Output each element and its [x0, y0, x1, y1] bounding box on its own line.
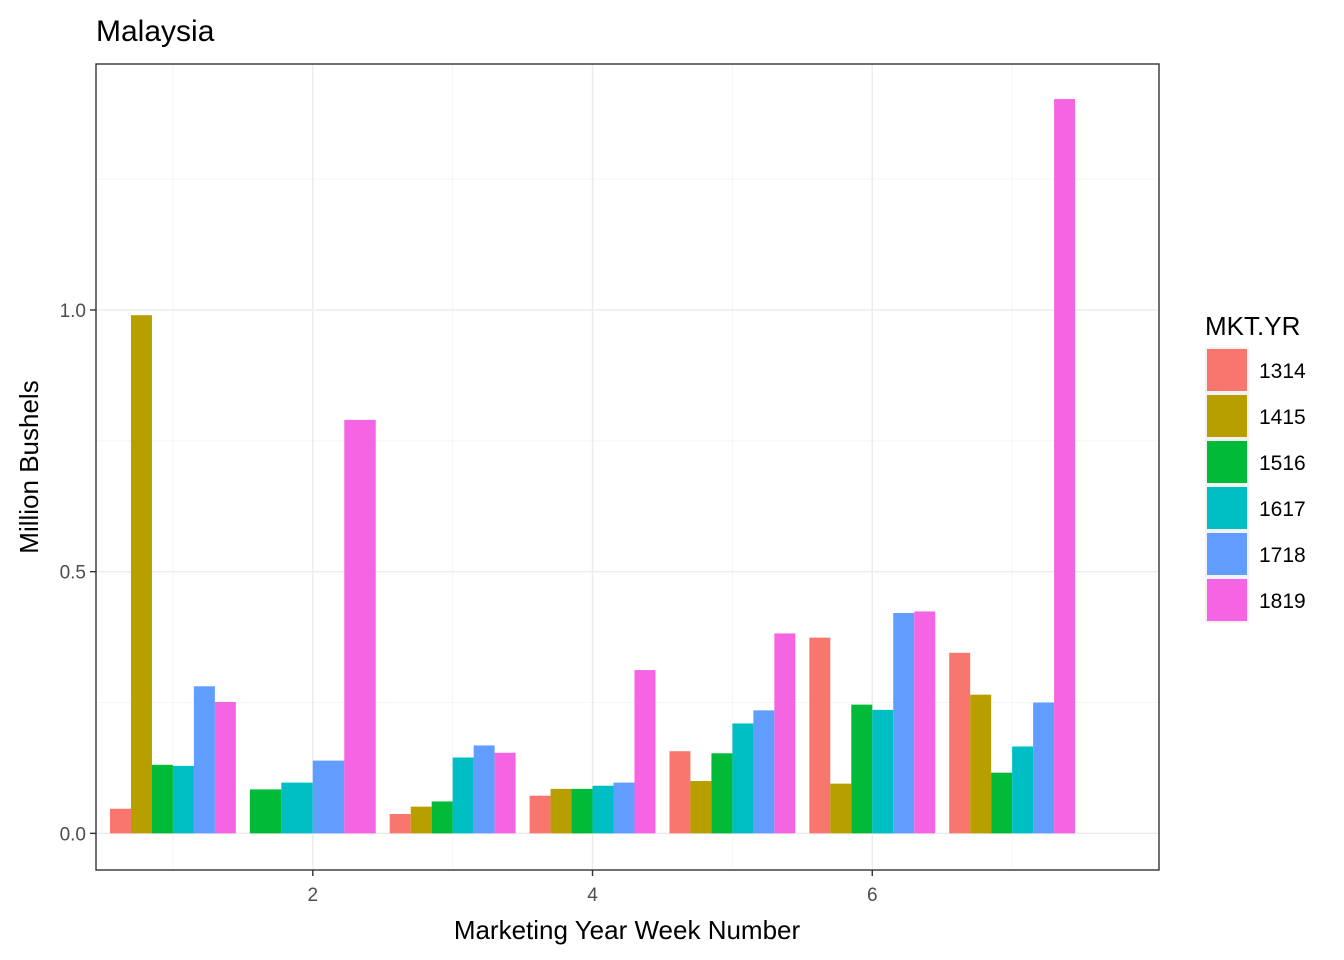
bar-week-1-1516	[151, 764, 173, 834]
bar-week-3-1415	[410, 806, 432, 834]
bar-week-7-1718	[1033, 702, 1055, 834]
legend-swatch-1718	[1207, 533, 1247, 575]
x-axis: 2 4 6	[308, 870, 878, 906]
bar-week-4-1516	[571, 788, 593, 834]
bar-week-6-1415	[830, 783, 852, 834]
bar-week-2-1718	[312, 760, 345, 834]
legend-swatch-1617	[1207, 487, 1247, 529]
bar-week-2-1516	[249, 789, 282, 834]
bar-week-7-1314	[949, 652, 971, 834]
y-axis: 0.0 0.5 1.0	[60, 301, 96, 845]
bar-week-6-1617	[872, 709, 894, 834]
bar-week-1-1617	[172, 765, 194, 834]
bar-week-1-1314	[109, 808, 131, 834]
x-tick-label: 6	[867, 885, 878, 906]
bar-week-5-1314	[669, 751, 691, 834]
x-tick-label: 2	[308, 885, 319, 906]
bar-week-2-1819	[344, 419, 376, 834]
panel-border	[95, 63, 1160, 871]
bar-week-4-1617	[592, 785, 614, 834]
x-axis-title: Marketing Year Week Number	[454, 915, 801, 945]
bar-week-1-1718	[193, 686, 215, 834]
legend-label-1314: 1314	[1259, 360, 1306, 383]
legend-swatch-1516	[1207, 441, 1247, 483]
bar-week-4-1819	[634, 670, 656, 834]
bar-week-3-1819	[494, 752, 516, 834]
chart-title: Malaysia	[96, 15, 215, 48]
bar-week-5-1718	[753, 710, 775, 834]
bar-week-4-1415	[550, 788, 572, 834]
bar-week-3-1718	[473, 745, 495, 834]
bar-week-5-1617	[732, 723, 754, 834]
legend-label-1516: 1516	[1259, 452, 1306, 475]
bar-week-4-1718	[613, 782, 635, 834]
legend-label-1819: 1819	[1259, 590, 1306, 613]
legend-label-1617: 1617	[1259, 498, 1306, 521]
y-axis-title: Million Bushels	[14, 380, 44, 553]
legend-swatch-1314	[1207, 349, 1247, 391]
bar-week-5-1415	[690, 781, 712, 834]
bar-week-7-1819	[1054, 99, 1076, 834]
bar-week-3-1617	[452, 757, 474, 834]
x-tick-label: 4	[587, 885, 598, 906]
legend-swatch-1415	[1207, 395, 1247, 437]
legend-label-1718: 1718	[1259, 544, 1306, 567]
legend: MKT.YR 1314 1415 1516 1617 1718 1819	[1205, 311, 1306, 623]
bar-week-3-1314	[389, 814, 411, 834]
bar-week-6-1718	[893, 613, 915, 834]
bar-week-3-1516	[431, 801, 453, 834]
bar-week-5-1819	[774, 633, 796, 834]
bar-week-6-1314	[809, 637, 831, 834]
bar-week-6-1516	[851, 704, 873, 834]
y-tick-label: 1.0	[60, 301, 86, 322]
gridlines	[96, 64, 1159, 870]
legend-swatch-1819	[1207, 579, 1247, 621]
bar-week-2-1617	[281, 782, 313, 834]
bar-week-1-1819	[214, 702, 236, 834]
y-tick-label: 0.5	[60, 563, 86, 584]
bar-week-1-1415	[130, 315, 152, 834]
bar-week-6-1819	[914, 611, 936, 834]
bar-week-5-1516	[711, 753, 733, 834]
bars	[109, 99, 1076, 834]
legend-label-1415: 1415	[1259, 406, 1306, 429]
bar-week-7-1617	[1012, 746, 1034, 834]
bar-week-4-1314	[529, 795, 551, 834]
bar-week-7-1516	[991, 772, 1013, 834]
legend-title: MKT.YR	[1205, 311, 1300, 341]
bar-week-7-1415	[970, 694, 992, 834]
y-tick-label: 0.0	[60, 824, 86, 845]
